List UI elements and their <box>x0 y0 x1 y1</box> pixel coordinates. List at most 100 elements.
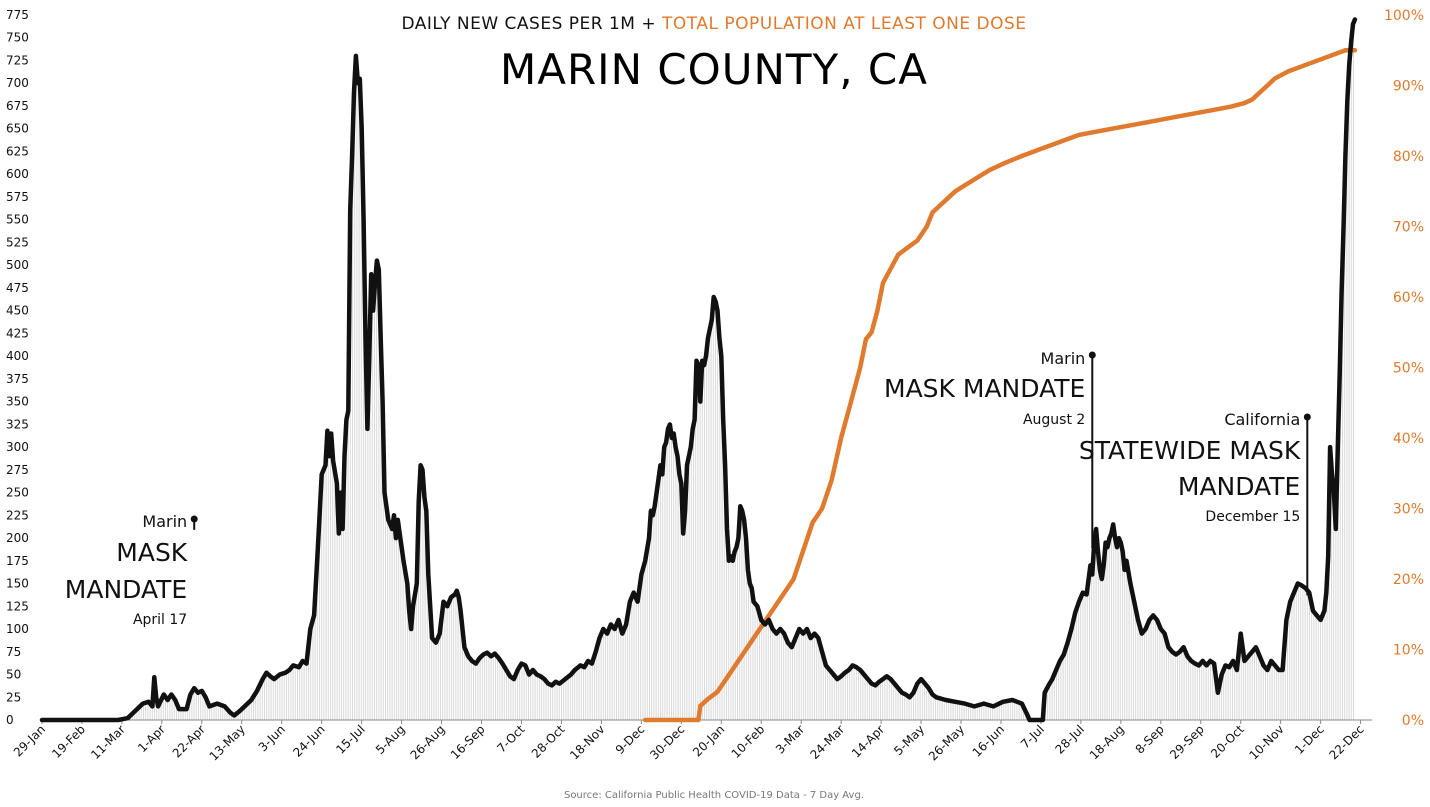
x-tick-label: 26-May <box>926 722 967 763</box>
x-tick-label: 28-Jul <box>1053 722 1087 756</box>
y-left-tick-label: 250 <box>6 486 29 500</box>
annotation-date: April 17 <box>133 612 187 628</box>
x-tick-label: 29-Sep <box>1167 722 1207 762</box>
y-left-tick-label: 725 <box>6 53 29 67</box>
chart-title: DAILY NEW CASES PER 1M + TOTAL POPULATIO… <box>401 14 1026 34</box>
y-left-tick-label: 750 <box>6 31 29 45</box>
y-left-tick-label: 75 <box>6 645 21 659</box>
x-tick-label: 24-Mar <box>807 722 847 762</box>
x-tick-label: 20-Oct <box>1208 722 1247 761</box>
x-tick-label: 15-Jul <box>333 722 367 756</box>
chart-title-prefix: DAILY NEW CASES PER 1M + <box>401 14 662 34</box>
y-left-tick-label: 625 <box>6 144 29 158</box>
x-tick-label: 20-Jan <box>690 722 727 759</box>
annotation-title: STATEWIDE MASK <box>1079 436 1301 465</box>
y-left-tick-label: 650 <box>6 122 29 136</box>
y-left-tick-label: 50 <box>6 668 21 682</box>
annotations: Marin MASK MANDATE April 17 Marin MASK MANDAT… <box>65 349 1311 628</box>
y-left-tick-label: 125 <box>6 599 29 613</box>
chart-title-highlight: TOTAL POPULATION AT LEAST ONE DOSE <box>661 14 1027 34</box>
chart-source: Source: California Public Health COVID-1… <box>564 790 864 801</box>
x-tick-label: 16-Sep <box>448 722 488 762</box>
y-left-tick-label: 675 <box>6 99 29 113</box>
y-right-tick-label: 80% <box>1393 149 1424 165</box>
x-tick-label: 3-Mar <box>773 722 807 756</box>
y-right-tick-label: 40% <box>1393 431 1424 447</box>
y-right-tick-label: 30% <box>1393 502 1424 518</box>
annotation-dot <box>1088 351 1096 359</box>
y-right-tick-label: 90% <box>1393 79 1424 95</box>
y-left-tick-label: 175 <box>6 554 29 568</box>
y-left-tick-label: 275 <box>6 463 29 477</box>
y-right-tick-label: 0% <box>1402 713 1424 729</box>
y-left-tick-label: 25 <box>6 690 21 704</box>
x-tick-label: 22-Apr <box>170 722 208 760</box>
y-right-tick-label: 10% <box>1393 643 1424 659</box>
y-left-tick-label: 200 <box>6 531 29 545</box>
y-left-tick-label: 375 <box>6 372 29 386</box>
x-tick-label: 26-Aug <box>408 722 448 762</box>
y-left-tick-label: 325 <box>6 417 29 431</box>
y-left-tick-label: 100 <box>6 622 29 636</box>
y-left-tick-label: 350 <box>6 395 29 409</box>
x-tick-label: 8-Sep <box>1133 722 1167 756</box>
y-left-tick-label: 225 <box>6 508 29 522</box>
x-tick-label: 1-Dec <box>1292 722 1327 757</box>
annotation-title: MASK <box>116 538 188 567</box>
x-tick-label: 3-Jun <box>256 722 288 754</box>
x-tick-label: 30-Dec <box>647 722 687 762</box>
y-left-tick-label: 700 <box>6 76 29 90</box>
x-tick-label: 16-Jun <box>970 722 1007 759</box>
y-right-tick-label: 20% <box>1393 572 1424 588</box>
y-left-tick-label: 300 <box>6 440 29 454</box>
x-tick-label: 9-Dec <box>613 722 648 757</box>
y-axis-left-ticks: 0 25 50 75 100 125 150 175 200 225 250 275 300 325 350… <box>6 8 29 727</box>
annotation-title: MANDATE <box>65 575 187 604</box>
chart-subtitle: MARIN COUNTY, CA <box>500 45 928 94</box>
x-tick-label: 13-May <box>207 722 248 763</box>
x-tick-label: 10-Feb <box>729 722 768 761</box>
x-tick-label: 18-Nov <box>567 722 607 762</box>
x-tick-label: 14-Apr <box>849 722 887 760</box>
x-tick-label: 18-Aug <box>1087 722 1127 762</box>
series-lines <box>39 17 1358 723</box>
x-tick-label: 7-Oct <box>494 722 527 755</box>
y-left-tick-label: 775 <box>6 8 29 22</box>
y-left-tick-label: 475 <box>6 281 29 295</box>
y-right-tick-label: 100% <box>1384 8 1424 24</box>
y-left-tick-label: 450 <box>6 304 29 318</box>
annotation-label: Marin <box>142 512 187 531</box>
annotation-date: December 15 <box>1205 509 1300 525</box>
annotation-label: Marin <box>1041 349 1086 368</box>
annotation-label: California <box>1224 410 1300 429</box>
annotation-date: August 2 <box>1023 412 1085 428</box>
y-left-tick-label: 500 <box>6 258 29 272</box>
x-tick-label: 19-Feb <box>49 722 88 761</box>
y-left-tick-label: 600 <box>6 167 29 181</box>
y-axis-right-ticks: 0% 10% 20% 30% 40% 50% 60% 70% 80% 90% 100% <box>1384 8 1424 729</box>
annotation-dot <box>1303 413 1311 421</box>
x-tick-label: 29-Jan <box>11 722 48 759</box>
x-tick-label: 11-Mar <box>88 722 128 762</box>
x-tick-label: 1-Apr <box>135 722 168 755</box>
annotation-title: MANDATE <box>1178 472 1300 501</box>
y-left-tick-label: 550 <box>6 213 29 227</box>
x-tick-label: 24-Jun <box>290 722 327 759</box>
y-left-tick-label: 575 <box>6 190 29 204</box>
y-right-tick-label: 60% <box>1393 290 1424 306</box>
y-right-tick-label: 70% <box>1393 220 1424 236</box>
x-tick-label: 5-Aug <box>373 722 408 757</box>
x-tick-label: 28-Oct <box>529 722 568 761</box>
y-left-tick-label: 0 <box>6 713 14 727</box>
dose-series-line <box>642 48 1358 723</box>
y-right-tick-label: 50% <box>1393 361 1424 377</box>
x-tick-label: 5-May <box>891 722 927 758</box>
y-left-tick-label: 400 <box>6 349 29 363</box>
y-left-tick-label: 525 <box>6 235 29 249</box>
annotation-title: MASK MANDATE <box>884 374 1085 403</box>
annotation-dot <box>190 515 198 523</box>
y-left-tick-label: 425 <box>6 326 29 340</box>
x-tick-label: 10-Nov <box>1246 722 1286 762</box>
